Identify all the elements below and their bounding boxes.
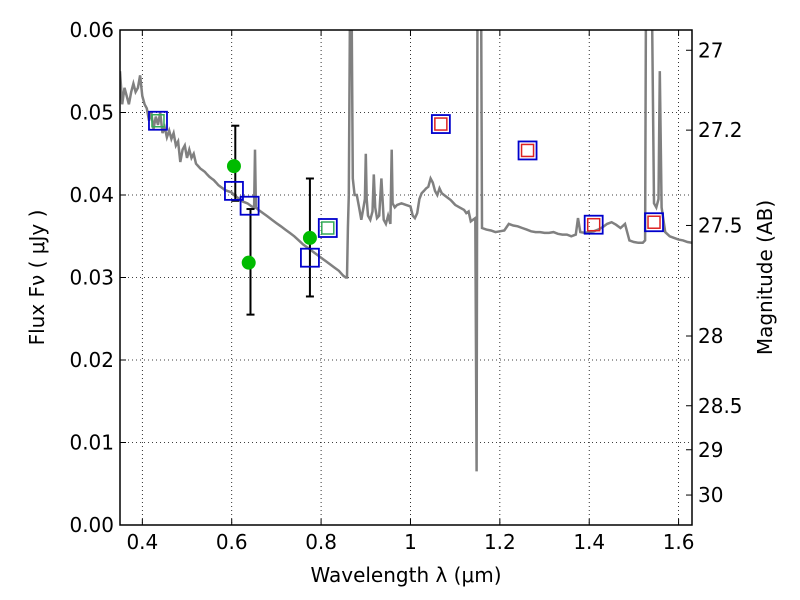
y2-tick-label: 28.5 xyxy=(698,394,743,418)
green-square-1 xyxy=(321,221,335,235)
green-point-1 xyxy=(241,255,256,270)
y2-tick-label: 27.2 xyxy=(698,118,743,142)
red-square-0 xyxy=(434,117,448,131)
y2-axis-ticks: 27 27.2 27.5 28 28.5 29 30 xyxy=(686,38,743,507)
y2-tick-label: 28 xyxy=(698,324,723,348)
blue-square-0 xyxy=(148,110,168,131)
y-tick-label: 0.02 xyxy=(69,348,114,372)
observed-points xyxy=(226,159,317,270)
red-square-2 xyxy=(586,217,601,232)
y-tick-label: 0.01 xyxy=(69,431,114,455)
blue-square-3 xyxy=(300,247,320,268)
x-tick-label: 1 xyxy=(404,530,417,554)
x-axis-ticks: 0.4 0.6 0.8 1 1.2 1.4 1.6 xyxy=(126,30,695,554)
blue-square-7 xyxy=(583,214,604,235)
y-tick-label: 0.00 xyxy=(69,513,114,537)
model-spectrum-path xyxy=(120,30,692,472)
y-axis-label: Flux Fν ( μJy ) xyxy=(25,210,49,346)
y2-tick-label: 27.5 xyxy=(698,213,743,237)
green-point-2 xyxy=(302,230,317,245)
y-axis-ticks: 0.00 0.01 0.02 0.03 0.04 0.05 0.06 xyxy=(69,18,126,537)
x-tick-label: 0.6 xyxy=(216,530,248,554)
blue-square-8 xyxy=(644,212,664,233)
green-point-0 xyxy=(226,159,241,174)
y-tick-label: 0.04 xyxy=(69,183,114,207)
x-tick-label: 1.6 xyxy=(663,530,695,554)
x-tick-label: 1.2 xyxy=(484,530,516,554)
y2-tick-label: 29 xyxy=(698,438,723,462)
model-squares xyxy=(148,110,664,268)
x-axis-label: Wavelength λ (μm) xyxy=(310,563,501,587)
model-spectrum-line xyxy=(120,30,692,472)
y2-tick-label: 27 xyxy=(698,38,723,62)
y2-tick-label: 30 xyxy=(698,483,723,507)
blue-square-4 xyxy=(317,218,338,238)
x-tick-label: 1.4 xyxy=(573,530,605,554)
blue-square-6 xyxy=(517,140,538,161)
green-square-0 xyxy=(151,114,165,128)
plot-frame xyxy=(119,29,693,526)
blue-square-2 xyxy=(239,195,260,216)
y-tick-label: 0.03 xyxy=(69,266,114,290)
red-square-1 xyxy=(520,143,535,158)
x-tick-label: 0.8 xyxy=(305,530,337,554)
y-tick-label: 0.06 xyxy=(69,18,114,42)
y-tick-label: 0.05 xyxy=(69,101,114,125)
blue-square-1 xyxy=(224,180,244,201)
grid-lines xyxy=(120,29,692,526)
red-square-3 xyxy=(647,215,661,229)
blue-square-5 xyxy=(430,114,451,134)
y2-axis-label: Magnitude (AB) xyxy=(753,200,777,355)
x-tick-label: 0.4 xyxy=(126,530,158,554)
